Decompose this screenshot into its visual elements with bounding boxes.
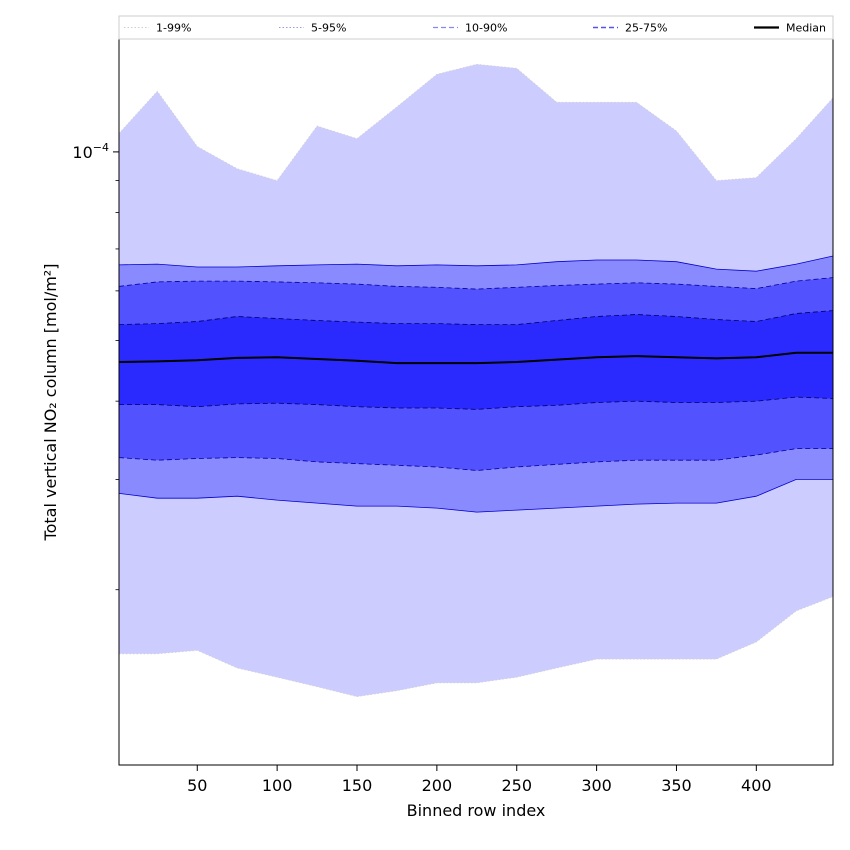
series-median-line xyxy=(119,351,833,365)
legend-label-1-99: 1-99% xyxy=(156,22,191,35)
band-5-95-lower-line xyxy=(119,479,833,513)
x-tick-label: 150 xyxy=(342,776,373,795)
x-axis-title: Binned row index xyxy=(407,801,546,820)
series-lines xyxy=(119,351,833,365)
legend-frame xyxy=(118,15,834,40)
band-1-99-upper-line xyxy=(119,63,833,182)
y-tick-label: 10−4 xyxy=(72,141,109,162)
x-tick-label: 200 xyxy=(422,776,453,795)
x-tick-label: 50 xyxy=(187,776,207,795)
band-25-75 xyxy=(119,310,833,410)
legend-label-5-95: 5-95% xyxy=(311,22,346,35)
legend-label-10-90: 10-90% xyxy=(465,22,507,35)
legend: 1-99% 5-95% 10-90% 25-75% Median xyxy=(118,15,834,40)
band-5-95-upper-line xyxy=(119,255,833,272)
percentile-bands xyxy=(119,63,833,698)
x-tick-label: 300 xyxy=(581,776,612,795)
y-axis: 10−4 xyxy=(72,141,119,591)
x-tick-label: 100 xyxy=(262,776,293,795)
x-axis: 50 100 150 200 250 300 350 400 xyxy=(187,765,772,795)
y-axis-title: Total vertical NO₂ column [mol/m²] xyxy=(41,264,60,542)
x-tick-label: 250 xyxy=(501,776,532,795)
x-tick-label: 350 xyxy=(661,776,692,795)
legend-label-median: Median xyxy=(786,22,826,35)
legend-label-25-75: 25-75% xyxy=(625,22,667,35)
x-tick-label: 400 xyxy=(741,776,772,795)
